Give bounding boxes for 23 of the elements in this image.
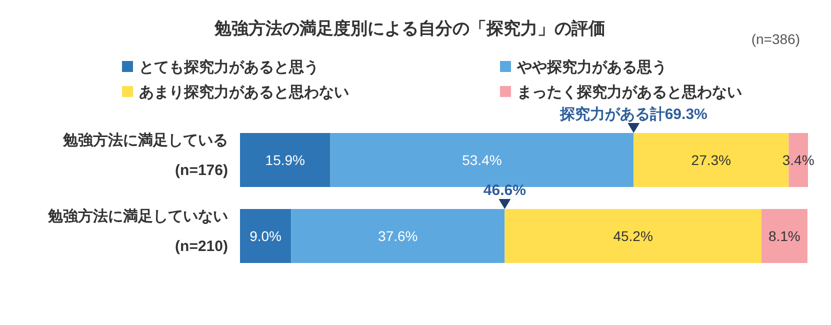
data-label: 27.3%: [691, 152, 732, 168]
chart-title: 勉強方法の満足度別による自分の「探究力」の評価: [214, 19, 606, 38]
bar: [761, 209, 808, 263]
legend-label: とても探究力があると思う: [139, 58, 319, 76]
legend-label: まったく探究力があると思わない: [517, 83, 742, 101]
bar: [291, 209, 505, 263]
data-label: 8.1%: [768, 228, 800, 244]
bar: [504, 209, 762, 263]
legend-label: やや探究力がある思う: [516, 58, 667, 76]
data-label: 9.0%: [250, 228, 282, 244]
annotation: 探究力がある計69.3%: [558, 105, 708, 123]
y-tick-label: 勉強方法に満足していない (n=210): [47, 207, 228, 255]
data-label: 53.4%: [462, 152, 502, 168]
legend-label: あまり探究力があると思わない: [139, 83, 349, 101]
bar: [240, 133, 330, 187]
text: (n=386): [751, 31, 800, 47]
annotation: 46.6%: [483, 182, 526, 199]
bar: [240, 209, 292, 263]
data-label: 37.6%: [378, 228, 418, 244]
data-label: 3.4%: [782, 152, 814, 168]
data-label: 45.2%: [613, 228, 653, 244]
y-tick-label: 勉強方法に満足している (n=176): [62, 131, 228, 179]
data-label: 15.9%: [265, 152, 306, 168]
